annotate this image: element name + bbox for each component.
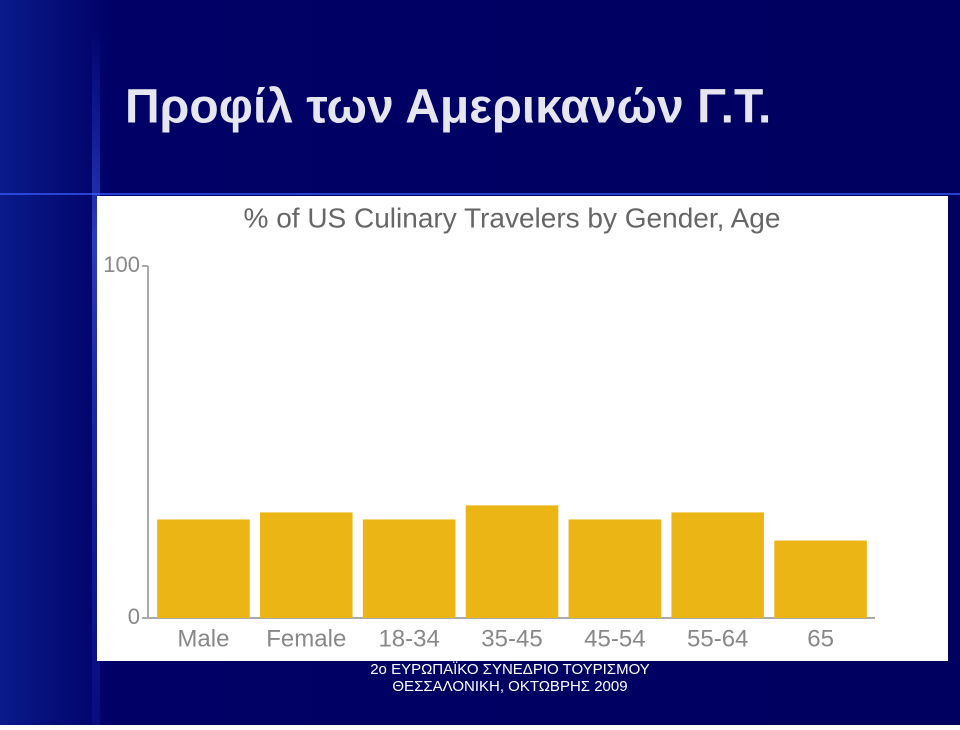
bar <box>362 519 456 618</box>
x-tick-label: 18-34 <box>378 625 439 652</box>
slide-title: Προφίλ των Αμερικανών Γ.Τ. <box>125 81 771 134</box>
x-tick-label: 55-64 <box>687 625 748 652</box>
bar <box>568 519 662 618</box>
y-tick-label: 0 <box>128 604 140 629</box>
x-tick-label: Male <box>177 625 229 652</box>
bar <box>774 540 867 618</box>
bar <box>465 505 559 618</box>
x-tick-label: 65 <box>807 625 834 652</box>
footer: ΘΕΣΣΑΛΟΝΙΚΗ, ΟΚΤΩΒΡΗΣ 2009 <box>392 678 627 695</box>
y-tick-label: 100 <box>103 252 140 277</box>
bar <box>671 512 764 618</box>
bar <box>260 512 353 618</box>
chart-title: % of US Culinary Travelers by Gender, Ag… <box>244 202 781 233</box>
x-tick-label: Female <box>266 625 346 652</box>
bar <box>157 519 250 618</box>
footer: 2ο ΕΥΡΩΠΑΪΚΟ ΣΥΝΕΔΡΙΟ ΤΟΥΡΙΣΜΟΥ <box>370 661 650 678</box>
decoration <box>92 30 100 725</box>
x-tick-label: 35-45 <box>481 625 542 652</box>
x-tick-label: 45-54 <box>584 625 645 652</box>
